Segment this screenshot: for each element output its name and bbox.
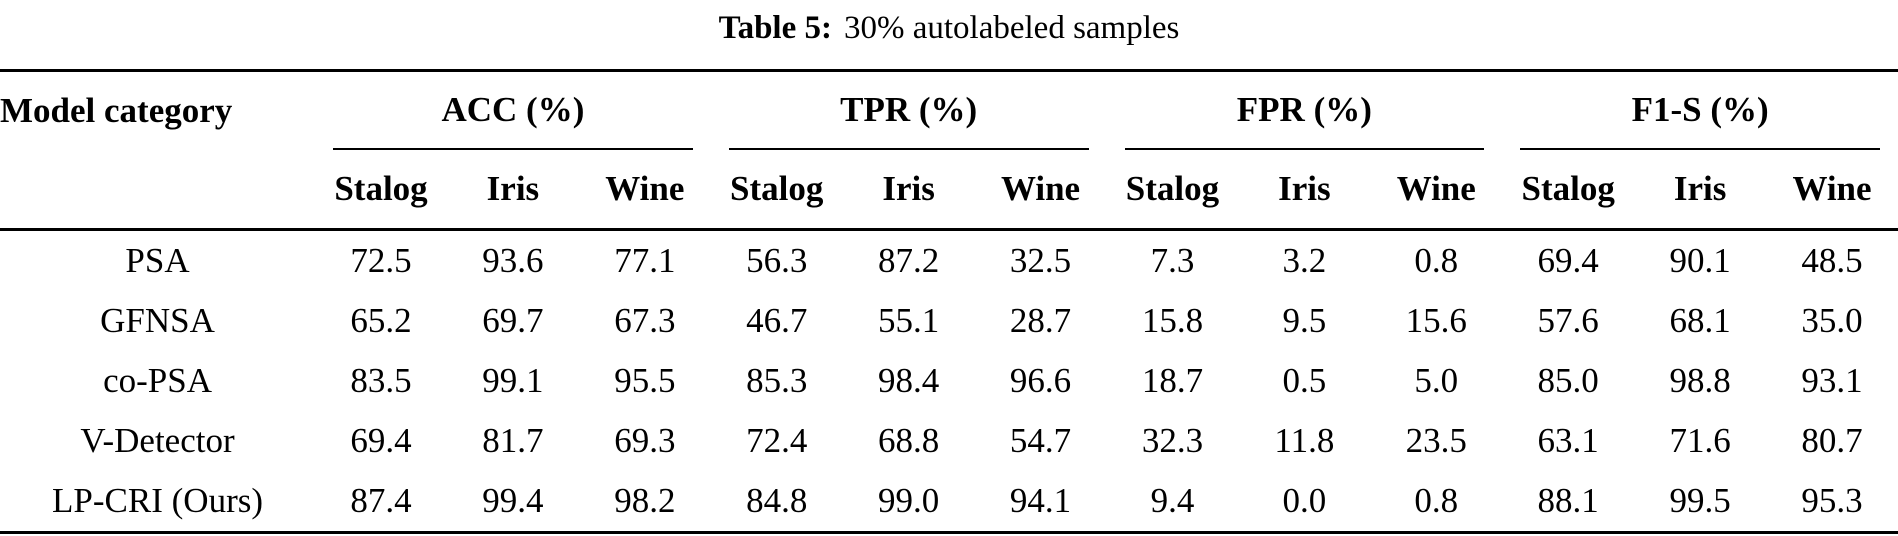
value-cell: 23.5	[1405, 421, 1467, 460]
col-header-tpr-iris: Iris	[842, 150, 975, 231]
empty-corner-cell	[0, 150, 316, 231]
value-cell: 99.1	[482, 361, 544, 400]
value-cell: 9.4	[1106, 471, 1239, 534]
group-header-row: Model category ACC (%) TPR (%) FPR (%) F…	[0, 71, 1898, 150]
value-cell: 28.7	[1009, 301, 1072, 340]
value-cell: 48.5	[1801, 241, 1863, 280]
value-cell: 0.5	[1282, 361, 1327, 400]
col-header-f1s-iris: Iris	[1634, 150, 1767, 231]
value-cell: 99.0	[842, 471, 975, 534]
value-cell: 95.5	[614, 361, 676, 400]
value-cell: 67.3	[614, 301, 676, 340]
value-cell: 55.1	[878, 301, 940, 340]
value-cell: 11.8	[1274, 421, 1335, 460]
value-cell: 85.3	[746, 361, 808, 400]
value-cell: 32.3	[1141, 421, 1204, 460]
value-cell: 0.8	[1414, 241, 1459, 280]
col-header-acc-stalog: Stalog	[315, 150, 447, 231]
value-cell: 68.8	[878, 421, 940, 460]
model-name: co-PSA	[103, 361, 212, 400]
table-caption-number: Table 5:	[718, 10, 832, 46]
value-cell: 98.4	[878, 361, 940, 400]
col-header-tpr-stalog: Stalog	[710, 150, 843, 231]
value-cell: 99.5	[1634, 471, 1767, 534]
col-header-fpr-iris: Iris	[1238, 150, 1371, 231]
model-name: PSA	[125, 241, 190, 280]
value-cell: 99.4	[446, 471, 579, 534]
value-cell: 77.1	[614, 241, 676, 280]
table-row-co-psa: co-PSA 83.5 99.1 95.5 85.3 98.4 96.6 18.…	[0, 351, 1898, 411]
value-cell: 84.8	[710, 471, 843, 534]
value-cell: 5.0	[1414, 361, 1459, 400]
col-header-fpr-stalog: Stalog	[1106, 150, 1239, 231]
model-name: LP-CRI (Ours)	[0, 471, 316, 534]
table-row-gfnsa: GFNSA 65.2 69.7 67.3 46.7 55.1 28.7 15.8…	[0, 291, 1898, 351]
value-cell: 7.3	[1150, 241, 1195, 280]
table-caption-text: 30% autolabeled samples	[843, 10, 1180, 46]
col-header-tpr-wine: Wine	[974, 150, 1107, 231]
value-cell: 95.3	[1766, 471, 1898, 534]
value-cell: 85.0	[1537, 361, 1599, 400]
value-cell: 32.5	[1009, 241, 1072, 280]
table-caption: Table 5: 30% autolabeled samples	[0, 8, 1898, 48]
value-cell: 87.2	[878, 241, 940, 280]
value-cell: 15.6	[1405, 301, 1467, 340]
value-cell: 93.1	[1801, 361, 1863, 400]
value-cell: 88.1	[1502, 471, 1635, 534]
value-cell: 15.8	[1141, 301, 1204, 340]
paper-table-figure: Table 5: 30% autolabeled samples Model ca…	[0, 8, 1898, 536]
value-cell: 94.1	[974, 471, 1107, 534]
col-header-acc-wine: Wine	[578, 150, 711, 231]
col-header-acc-iris: Iris	[446, 150, 579, 231]
value-cell: 69.4	[350, 421, 412, 460]
value-cell: 72.4	[746, 421, 808, 460]
group-header-f1s: F1-S (%)	[1502, 71, 1898, 150]
table-row-v-detector: V-Detector 69.4 81.7 69.3 72.4 68.8 54.7…	[0, 411, 1898, 471]
group-header-tpr: TPR (%)	[711, 71, 1107, 150]
group-header-tpr-label: TPR (%)	[728, 72, 1089, 150]
group-header-f1s-label: F1-S (%)	[1520, 72, 1880, 150]
results-table: Model category ACC (%) TPR (%) FPR (%) F…	[0, 69, 1898, 534]
value-cell: 0.8	[1370, 471, 1503, 534]
value-cell: 65.2	[350, 301, 412, 340]
value-cell: 46.7	[746, 301, 808, 340]
value-cell: 83.5	[350, 361, 412, 400]
value-cell: 80.7	[1801, 421, 1863, 460]
col-header-f1s-wine: Wine	[1766, 150, 1898, 231]
subheader-row: Stalog Iris Wine Stalog Iris Wine Stalog…	[0, 150, 1898, 231]
value-cell: 63.1	[1537, 421, 1599, 460]
value-cell: 71.6	[1669, 421, 1731, 460]
value-cell: 96.6	[1009, 361, 1072, 400]
value-cell: 69.7	[482, 301, 544, 340]
table-row-lp-cri-ours: LP-CRI (Ours) 87.4 99.4 98.2 84.8 99.0 9…	[0, 471, 1898, 534]
value-cell: 98.2	[578, 471, 711, 534]
group-header-acc-label: ACC (%)	[333, 72, 693, 150]
group-header-fpr: FPR (%)	[1107, 71, 1503, 150]
table-row-psa: PSA 72.5 93.6 77.1 56.3 87.2 32.5 7.3 3.…	[0, 230, 1898, 292]
group-header-acc: ACC (%)	[315, 71, 711, 150]
value-cell: 54.7	[1009, 421, 1072, 460]
col-header-f1s-stalog: Stalog	[1502, 150, 1635, 231]
col-header-fpr-wine: Wine	[1370, 150, 1503, 231]
value-cell: 18.7	[1141, 361, 1204, 400]
value-cell: 90.1	[1669, 241, 1731, 280]
value-cell: 72.5	[350, 241, 412, 280]
value-cell: 3.2	[1282, 241, 1327, 280]
value-cell: 0.0	[1238, 471, 1371, 534]
model-name: V-Detector	[80, 421, 235, 460]
value-cell: 35.0	[1801, 301, 1863, 340]
value-cell: 56.3	[746, 241, 808, 280]
value-cell: 9.5	[1282, 301, 1327, 340]
value-cell: 98.8	[1669, 361, 1731, 400]
value-cell: 57.6	[1537, 301, 1599, 340]
value-cell: 68.1	[1669, 301, 1731, 340]
value-cell: 69.4	[1537, 241, 1599, 280]
group-header-fpr-label: FPR (%)	[1124, 72, 1485, 150]
value-cell: 93.6	[482, 241, 544, 280]
model-category-header: Model category	[0, 91, 233, 130]
value-cell: 81.7	[482, 421, 544, 460]
value-cell: 69.3	[614, 421, 676, 460]
model-name: GFNSA	[100, 301, 215, 340]
value-cell: 87.4	[315, 471, 447, 534]
